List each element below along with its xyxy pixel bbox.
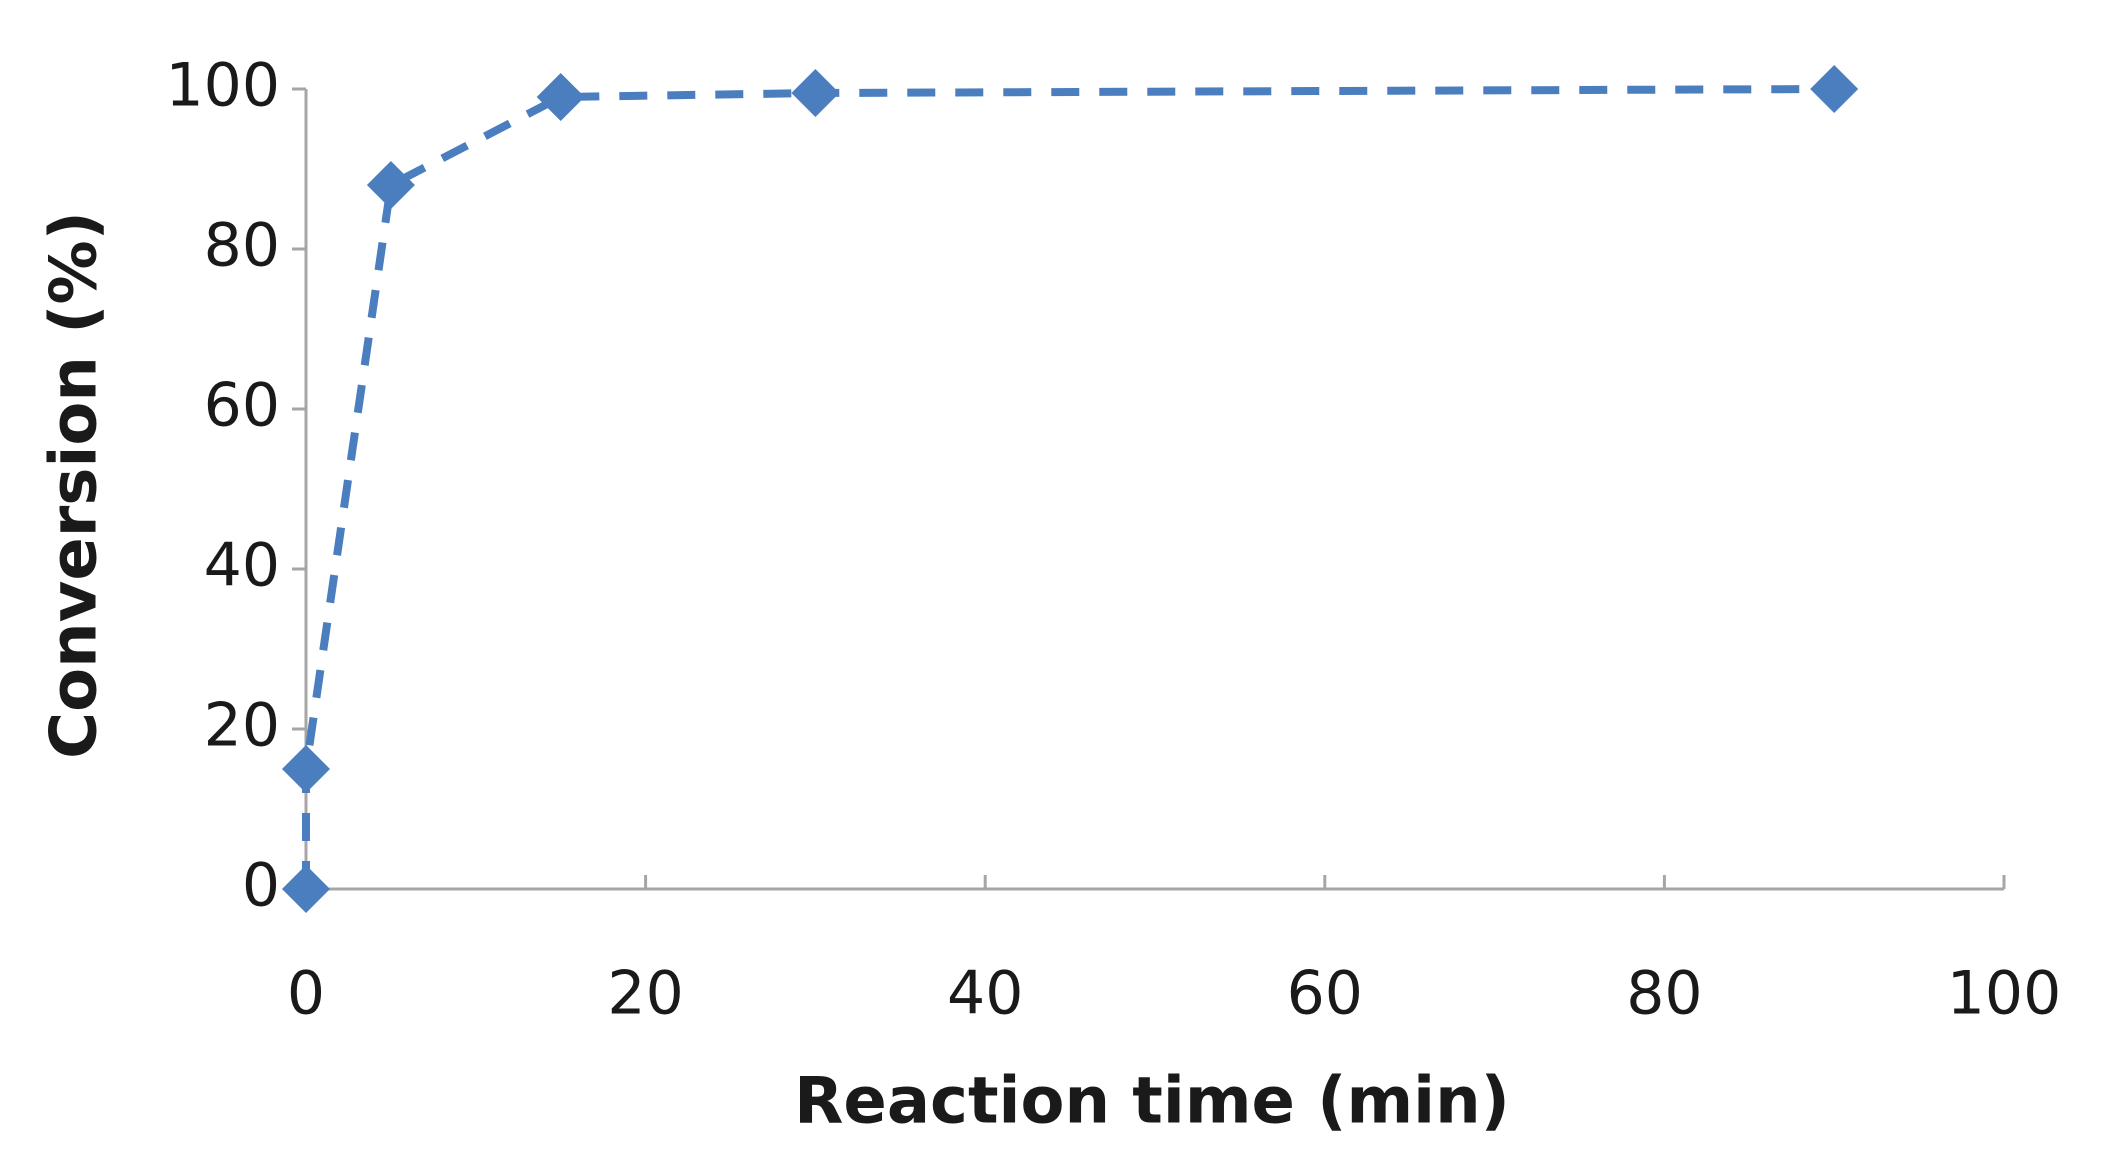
y-axis-title: Conversion (%): [38, 211, 112, 759]
marker: [1810, 65, 1859, 113]
y-tick-label: 80: [204, 211, 280, 281]
y-tick-label: 60: [204, 371, 280, 441]
x-tick-label: 60: [1287, 959, 1363, 1029]
marker: [791, 69, 840, 117]
x-tick-label: 20: [607, 959, 683, 1029]
x-tick-label: 0: [287, 959, 325, 1029]
marker: [366, 161, 415, 209]
y-tick-label: 40: [204, 531, 280, 601]
marker: [282, 745, 330, 793]
x-tick-label: 80: [1626, 959, 1702, 1029]
y-tick-label: 0: [242, 851, 280, 921]
x-axis-title: Reaction time (min): [794, 1065, 1510, 1139]
series-line: [302, 85, 1835, 889]
x-tick-label: 40: [947, 959, 1023, 1029]
marker: [282, 865, 330, 913]
y-tick-label: 100: [165, 51, 280, 121]
marker: [536, 73, 585, 121]
x-tick-label: 100: [1947, 959, 2062, 1029]
y-tick-label: 20: [204, 691, 280, 761]
